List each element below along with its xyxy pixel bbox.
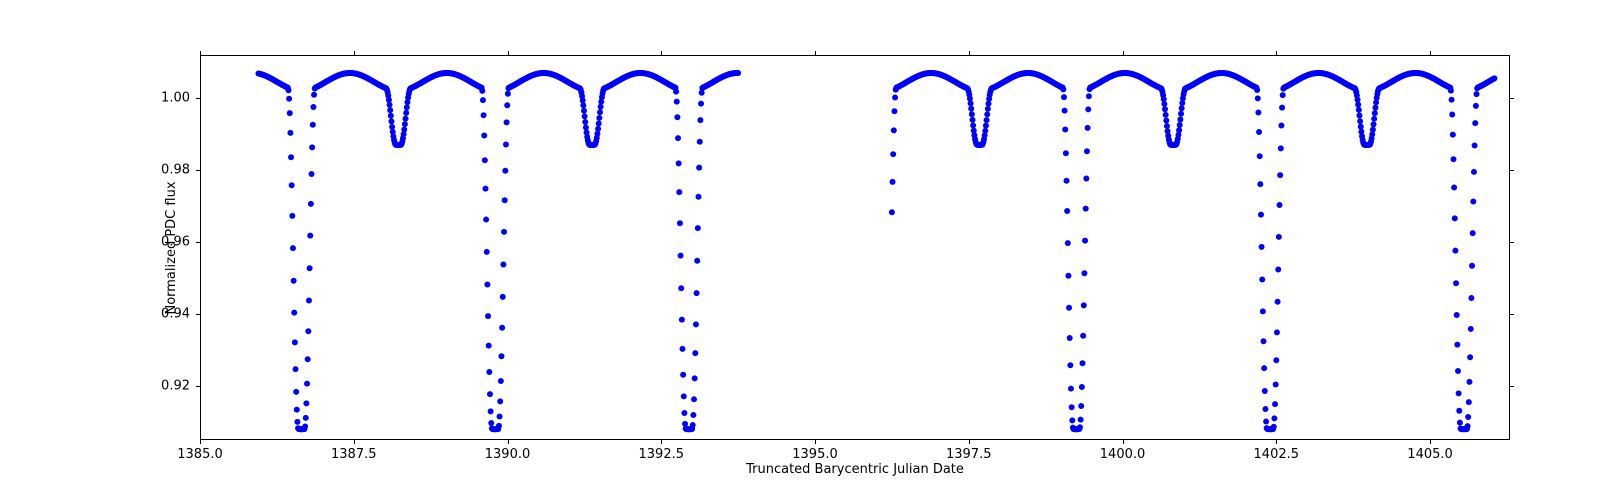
x-tick-mark xyxy=(508,440,509,444)
x-tick-label: 1405.0 xyxy=(1407,447,1453,462)
x-tick-label: 1400.0 xyxy=(1100,447,1146,462)
scatter-series xyxy=(200,55,1510,440)
x-tick-label: 1387.5 xyxy=(331,447,377,462)
x-tick-label: 1395.0 xyxy=(792,447,838,462)
x-tick-mark xyxy=(661,51,662,55)
x-tick-label: 1390.0 xyxy=(485,447,531,462)
y-axis-label: Normalized PDC flux xyxy=(164,181,179,314)
x-tick-mark xyxy=(1276,51,1277,55)
x-tick-mark xyxy=(354,440,355,444)
y-tick-mark xyxy=(1510,242,1514,243)
x-tick-mark xyxy=(815,51,816,55)
x-tick-label: 1397.5 xyxy=(946,447,992,462)
figure: 1385.0 1387.5 1390.0 1392.5 1395.0 1397.5 1400… xyxy=(0,0,1600,500)
x-tick-label: 1392.5 xyxy=(639,447,685,462)
y-tick-mark xyxy=(1510,170,1514,171)
x-tick-mark xyxy=(508,51,509,55)
x-tick-mark xyxy=(1430,440,1431,444)
x-tick-mark xyxy=(200,51,201,55)
y-tick-mark xyxy=(196,314,200,315)
x-tick-mark xyxy=(200,440,201,444)
x-tick-mark xyxy=(661,440,662,444)
x-tick-mark xyxy=(969,51,970,55)
x-tick-mark xyxy=(969,440,970,444)
x-tick-mark xyxy=(1430,51,1431,55)
x-tick-label: 1385.0 xyxy=(177,447,223,462)
y-tick-label: 0.98 xyxy=(156,163,190,178)
y-tick-mark xyxy=(196,242,200,243)
y-tick-mark xyxy=(1510,98,1514,99)
x-tick-mark xyxy=(1123,440,1124,444)
x-tick-mark xyxy=(815,440,816,444)
y-tick-label: 0.92 xyxy=(156,379,190,394)
x-tick-mark xyxy=(1123,51,1124,55)
y-tick-mark xyxy=(196,98,200,99)
y-tick-mark xyxy=(1510,386,1514,387)
x-tick-mark xyxy=(1276,440,1277,444)
y-tick-mark xyxy=(196,170,200,171)
y-tick-mark xyxy=(1510,314,1514,315)
y-tick-label: 1.00 xyxy=(156,91,190,106)
x-axis-label: Truncated Barycentric Julian Date xyxy=(746,462,964,477)
plot-axes xyxy=(200,55,1510,440)
x-tick-label: 1402.5 xyxy=(1254,447,1300,462)
x-tick-mark xyxy=(354,51,355,55)
y-tick-mark xyxy=(196,386,200,387)
